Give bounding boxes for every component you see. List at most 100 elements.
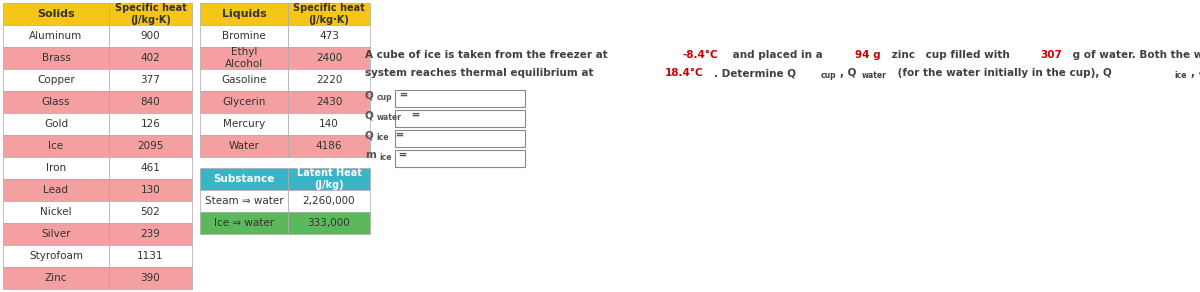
FancyBboxPatch shape: [109, 201, 192, 223]
Text: -8.4°C: -8.4°C: [683, 50, 719, 60]
Text: Glass: Glass: [42, 97, 71, 107]
Text: zinc: zinc: [888, 50, 914, 60]
Text: Silver: Silver: [41, 229, 71, 239]
FancyBboxPatch shape: [2, 47, 109, 69]
FancyBboxPatch shape: [2, 223, 109, 245]
Text: Specific heat
(J/kg·K): Specific heat (J/kg·K): [293, 3, 365, 25]
FancyBboxPatch shape: [200, 91, 288, 113]
Text: 2095: 2095: [137, 141, 163, 151]
Text: Iron: Iron: [46, 163, 66, 173]
Text: 840: 840: [140, 97, 161, 107]
Text: Ice: Ice: [48, 141, 64, 151]
Text: 377: 377: [140, 75, 161, 85]
Text: 402: 402: [140, 53, 161, 63]
FancyBboxPatch shape: [2, 157, 109, 179]
Text: water: water: [377, 113, 401, 122]
FancyBboxPatch shape: [2, 267, 109, 289]
Text: 2,260,000: 2,260,000: [302, 196, 355, 206]
Text: Water: Water: [228, 141, 259, 151]
FancyBboxPatch shape: [288, 212, 370, 234]
FancyBboxPatch shape: [288, 3, 370, 25]
Text: Ethyl
Alcohol: Ethyl Alcohol: [224, 47, 263, 69]
FancyBboxPatch shape: [109, 157, 192, 179]
Text: ice: ice: [377, 133, 389, 142]
Text: cup: cup: [377, 93, 392, 102]
FancyBboxPatch shape: [2, 245, 109, 267]
Text: system reaches thermal equilibrium at: system reaches thermal equilibrium at: [365, 68, 598, 78]
FancyBboxPatch shape: [200, 3, 288, 25]
Text: ice: ice: [379, 153, 391, 162]
Text: Gold: Gold: [44, 119, 68, 129]
Text: 94 g: 94 g: [854, 50, 880, 60]
FancyBboxPatch shape: [288, 168, 370, 190]
Text: Bromine: Bromine: [222, 31, 266, 41]
Text: Q: Q: [365, 110, 373, 120]
Text: =: =: [392, 130, 404, 140]
FancyBboxPatch shape: [288, 113, 370, 135]
FancyBboxPatch shape: [395, 90, 526, 107]
Text: . Determine Q: . Determine Q: [714, 68, 797, 78]
Text: g of water. Both the water & the cup are at: g of water. Both the water & the cup are…: [1068, 50, 1200, 60]
Text: 390: 390: [140, 273, 161, 283]
FancyBboxPatch shape: [288, 135, 370, 157]
Text: and placed in a: and placed in a: [728, 50, 827, 60]
Text: Zinc: Zinc: [44, 273, 67, 283]
Text: cup filled with: cup filled with: [923, 50, 1014, 60]
Text: Liquids: Liquids: [222, 9, 266, 19]
FancyBboxPatch shape: [200, 168, 288, 190]
Text: 2220: 2220: [316, 75, 342, 85]
Text: Mercury: Mercury: [223, 119, 265, 129]
FancyBboxPatch shape: [109, 47, 192, 69]
Text: 130: 130: [140, 185, 161, 195]
Text: , Q: , Q: [840, 68, 857, 78]
FancyBboxPatch shape: [200, 25, 288, 47]
Text: =: =: [408, 110, 421, 120]
FancyBboxPatch shape: [288, 47, 370, 69]
Text: Q: Q: [365, 90, 373, 100]
Text: m: m: [365, 150, 376, 160]
FancyBboxPatch shape: [288, 25, 370, 47]
Text: Q: Q: [365, 130, 373, 140]
FancyBboxPatch shape: [109, 25, 192, 47]
FancyBboxPatch shape: [395, 130, 526, 147]
Text: Brass: Brass: [42, 53, 71, 63]
Text: 473: 473: [319, 31, 338, 41]
Text: 2430: 2430: [316, 97, 342, 107]
FancyBboxPatch shape: [395, 110, 526, 127]
FancyBboxPatch shape: [109, 3, 192, 25]
Text: 126: 126: [140, 119, 161, 129]
Text: 18.4°C: 18.4°C: [665, 68, 703, 78]
Text: Nickel: Nickel: [40, 207, 72, 217]
Text: Aluminum: Aluminum: [29, 31, 83, 41]
Text: Steam ⇒ water: Steam ⇒ water: [205, 196, 283, 206]
Text: 2400: 2400: [316, 53, 342, 63]
Text: Gasoline: Gasoline: [221, 75, 266, 85]
Text: 333,000: 333,000: [307, 218, 350, 228]
Text: Copper: Copper: [37, 75, 74, 85]
FancyBboxPatch shape: [2, 3, 109, 25]
Text: 461: 461: [140, 163, 161, 173]
FancyBboxPatch shape: [109, 69, 192, 91]
Text: 4186: 4186: [316, 141, 342, 151]
FancyBboxPatch shape: [109, 91, 192, 113]
Text: 502: 502: [140, 207, 161, 217]
Text: cup: cup: [820, 71, 835, 80]
Text: 140: 140: [319, 119, 338, 129]
Text: 239: 239: [140, 229, 161, 239]
Text: (for the water initially in the cup), Q: (for the water initially in the cup), Q: [894, 68, 1111, 78]
FancyBboxPatch shape: [200, 47, 288, 69]
FancyBboxPatch shape: [2, 69, 109, 91]
Text: 307: 307: [1040, 50, 1062, 60]
Text: Solids: Solids: [37, 9, 74, 19]
FancyBboxPatch shape: [288, 190, 370, 212]
Text: water: water: [862, 71, 887, 80]
FancyBboxPatch shape: [2, 179, 109, 201]
FancyBboxPatch shape: [200, 135, 288, 157]
FancyBboxPatch shape: [288, 91, 370, 113]
FancyBboxPatch shape: [200, 212, 288, 234]
Text: =: =: [396, 90, 409, 100]
FancyBboxPatch shape: [2, 25, 109, 47]
FancyBboxPatch shape: [109, 179, 192, 201]
Text: Glycerin: Glycerin: [222, 97, 265, 107]
Text: Lead: Lead: [43, 185, 68, 195]
